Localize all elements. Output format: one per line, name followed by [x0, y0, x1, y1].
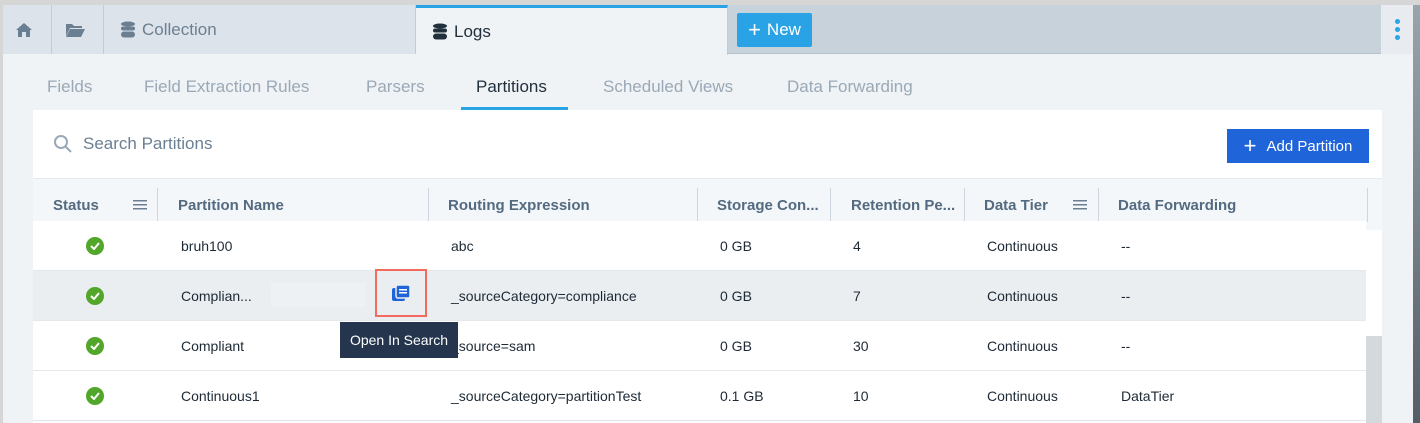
- status-cell: [86, 221, 104, 271]
- storage-cell: 0 GB: [720, 338, 752, 354]
- open-in-search-button[interactable]: [375, 269, 427, 317]
- retention-cell: 7: [853, 288, 861, 304]
- column-data-forwarding[interactable]: Data Forwarding: [1118, 196, 1237, 214]
- table-row[interactable]: Compliant _source=sam 0 GB 30 Continuous --: [33, 321, 1366, 371]
- routing-cell: _source=sam: [451, 338, 536, 354]
- background-strip: [1413, 5, 1420, 423]
- column-data-tier[interactable]: Data Tier: [984, 196, 1048, 214]
- tab-label: Logs: [454, 21, 491, 41]
- tab-collection[interactable]: Collection: [104, 5, 416, 54]
- storage-cell: 0.1 GB: [720, 388, 764, 404]
- partitions-panel: Search Partitions + Add Partition Status…: [33, 110, 1382, 423]
- tier-cell: Continuous: [987, 388, 1058, 404]
- database-icon: [433, 23, 447, 39]
- retention-cell: 4: [853, 238, 861, 254]
- subtab-field-extraction-rules[interactable]: Field Extraction Rules: [144, 77, 310, 96]
- folder-tab[interactable]: [52, 5, 104, 54]
- storage-cell: 0 GB: [720, 238, 752, 254]
- plus-icon: +: [1243, 133, 1257, 158]
- column-partition-name[interactable]: Partition Name: [178, 196, 284, 214]
- name-cell: bruh100: [181, 238, 233, 254]
- add-partition-button[interactable]: + Add Partition: [1227, 129, 1369, 163]
- column-menu-icon[interactable]: [133, 199, 147, 211]
- subtab-scheduled-views[interactable]: Scheduled Views: [603, 77, 734, 96]
- open-in-search-icon: [392, 284, 411, 301]
- folder-icon: [65, 23, 85, 37]
- column-retention[interactable]: Retention Pe...: [851, 196, 956, 214]
- tab-label: Collection: [142, 19, 217, 39]
- database-icon: [121, 21, 135, 37]
- tier-cell: Continuous: [987, 238, 1058, 254]
- tier-cell: Continuous: [987, 288, 1058, 304]
- kebab-icon: [1394, 19, 1400, 24]
- scrollbar[interactable]: [1366, 230, 1382, 423]
- subtab-data-forwarding[interactable]: Data Forwarding: [787, 77, 913, 96]
- name-cell: Complian...: [181, 288, 252, 304]
- name-cell: Continuous1: [181, 388, 260, 404]
- search-input[interactable]: Search Partitions: [83, 134, 213, 153]
- new-label: New: [766, 20, 801, 39]
- row-hover-placeholder: [271, 283, 366, 307]
- check-circle-icon: [86, 337, 104, 355]
- column-menu-icon[interactable]: [1073, 199, 1087, 211]
- add-partition-label: Add Partition: [1266, 137, 1353, 155]
- forwarding-cell: DataTier: [1121, 388, 1175, 404]
- tier-cell: Continuous: [987, 338, 1058, 354]
- subtab-parsers[interactable]: Parsers: [366, 77, 425, 96]
- routing-cell: _sourceCategory=partitionTest: [451, 388, 642, 404]
- column-routing-expression[interactable]: Routing Expression: [448, 196, 590, 214]
- forwarding-cell: --: [1121, 338, 1131, 354]
- subtab-fields[interactable]: Fields: [47, 77, 93, 96]
- new-tab-button[interactable]: + New: [737, 13, 812, 47]
- home-icon: [16, 22, 32, 37]
- retention-cell: 10: [853, 388, 869, 404]
- scrollbar-thumb[interactable]: [1366, 336, 1382, 423]
- forwarding-cell: --: [1121, 288, 1131, 304]
- subtab-partitions[interactable]: Partitions: [476, 77, 547, 96]
- forwarding-cell: --: [1121, 238, 1131, 254]
- status-cell: [86, 271, 104, 321]
- column-storage[interactable]: Storage Con...: [717, 196, 819, 214]
- storage-cell: 0 GB: [720, 288, 752, 304]
- retention-cell: 30: [853, 338, 869, 354]
- routing-cell: _sourceCategory=compliance: [451, 288, 637, 304]
- search-icon: [54, 135, 72, 153]
- active-tab-indicator: [461, 107, 568, 110]
- check-circle-icon: [86, 287, 104, 305]
- table-row[interactable]: bruh100 abc 0 GB 4 Continuous --: [33, 221, 1366, 271]
- plus-icon: +: [748, 17, 761, 42]
- more-menu-button[interactable]: [1381, 5, 1413, 54]
- check-circle-icon: [86, 237, 104, 255]
- tab-logs[interactable]: Logs: [416, 5, 728, 55]
- status-cell: [86, 371, 104, 421]
- tooltip: Open In Search: [340, 322, 458, 358]
- search-partitions[interactable]: Search Partitions: [53, 134, 212, 154]
- app-window: Collection Logs + New Fields Field Extra…: [3, 5, 1413, 423]
- routing-cell: abc: [451, 238, 474, 254]
- status-cell: [86, 321, 104, 371]
- table-row[interactable]: Continuous1 _sourceCategory=partitionTest…: [33, 371, 1366, 421]
- check-circle-icon: [86, 387, 104, 405]
- column-status[interactable]: Status: [53, 196, 99, 214]
- tab-bar: Collection Logs + New: [3, 5, 1413, 55]
- home-tab[interactable]: [3, 5, 52, 54]
- table-row[interactable]: Complian... _sourceCategory=compliance 0 G…: [33, 271, 1366, 321]
- name-cell: Compliant: [181, 338, 245, 354]
